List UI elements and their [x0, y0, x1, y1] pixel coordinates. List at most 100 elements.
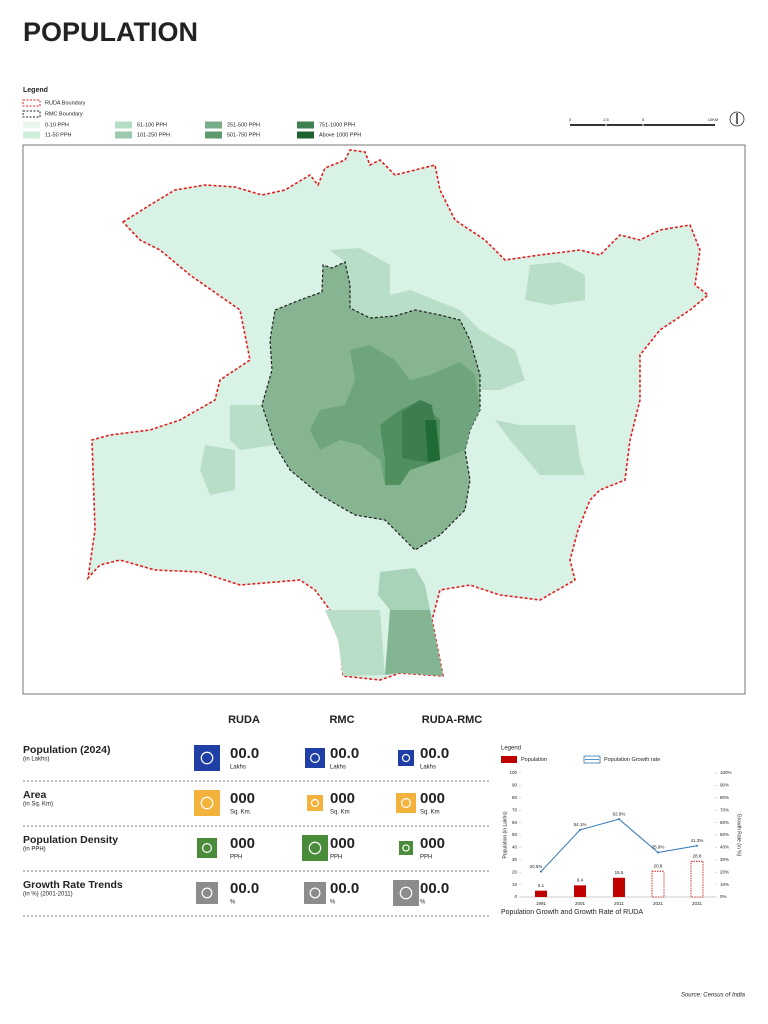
- source-note: Source: Census of India: [681, 993, 746, 999]
- y2-tick-label: 70%: [720, 807, 729, 812]
- stat-icon: [393, 880, 419, 906]
- stat-value: 00.0: [330, 880, 359, 897]
- stat-value: 000: [420, 835, 445, 852]
- stat-icon-glyph: [310, 752, 321, 763]
- stat-unit: Lakhs: [420, 765, 436, 771]
- column-header: RMC: [329, 714, 354, 726]
- stat-icon: [196, 882, 218, 904]
- growth-point: [618, 818, 620, 821]
- y-tick-label: 90: [512, 783, 518, 788]
- growth-point: [696, 844, 698, 847]
- legend-class-swatch: [297, 131, 314, 139]
- y-tick-label: 30: [512, 857, 518, 862]
- zone-51-100: [495, 420, 585, 475]
- y-tick-label: 20: [512, 869, 518, 874]
- y2-tick-label: 50%: [720, 832, 729, 837]
- scale-label: 10KM: [708, 117, 718, 122]
- bar-label: 28.8: [693, 853, 702, 858]
- bar: [535, 890, 547, 897]
- legend-label: RUDA Boundary: [45, 100, 86, 106]
- column-header: RUDA: [228, 714, 260, 726]
- row-label: Population (2024): [23, 744, 111, 756]
- legend-boundary-swatch: [22, 99, 41, 107]
- zone-51-100: [378, 568, 430, 610]
- legend-class-swatch: [297, 121, 314, 129]
- legend-class-swatch: [115, 121, 132, 129]
- bar-label: 5.1: [538, 883, 545, 888]
- growth-label: 20.5%: [530, 864, 543, 869]
- stat-icon: [197, 838, 217, 858]
- stat-icon-glyph: [308, 841, 322, 855]
- bar-label: 9.4: [577, 878, 584, 883]
- page-title: POPULATION: [23, 17, 198, 47]
- y2-tick-label: 30%: [720, 857, 729, 862]
- stat-icon: [194, 745, 220, 771]
- scale-bar: [570, 111, 745, 127]
- legend-label: Population Growth rate: [604, 757, 660, 763]
- row-sublabel: (in %) (2001-2011): [23, 892, 73, 898]
- legend-label: RMC Boundary: [45, 111, 83, 117]
- stat-icon-glyph: [202, 842, 213, 853]
- stat-icon-glyph: [201, 887, 213, 899]
- stat-icon-glyph: [401, 797, 412, 808]
- stat-unit: Lakhs: [230, 765, 246, 771]
- y2-tick-label: 80%: [720, 795, 729, 800]
- stat-value: 000: [330, 835, 355, 852]
- scale-labels: 0 2.5 5 10KM: [569, 117, 718, 122]
- bar-label: 15.5: [615, 870, 624, 875]
- stat-value: 00.0: [420, 880, 449, 897]
- x-tick-label: 2011: [614, 901, 624, 906]
- stat-icon: [307, 795, 323, 811]
- legend-label: Population: [521, 757, 547, 763]
- stat-icon: [304, 882, 326, 904]
- y2-axis-label: Growth Rate (in %): [736, 814, 742, 857]
- zone-51-100: [200, 445, 235, 495]
- legend-label: 251-500 PPH: [227, 122, 260, 128]
- row-sublabel: (in PPH): [23, 847, 46, 853]
- zone-51-100: [525, 262, 585, 305]
- row-sublabel: (in Sq. Km): [23, 802, 53, 808]
- stat-unit: Lakhs: [330, 765, 346, 771]
- stat-value: 000: [330, 790, 355, 807]
- chart-legend-title: Legend: [501, 746, 521, 752]
- y2-tick-label: 0%: [720, 894, 727, 899]
- stat-value: 00.0: [420, 745, 449, 762]
- stat-icon-glyph: [200, 796, 214, 810]
- stat-unit: Sq. Km: [420, 810, 440, 816]
- y-tick-label: 60: [512, 820, 518, 825]
- stat-icon-glyph: [309, 887, 321, 899]
- stat-icon-glyph: [200, 751, 214, 765]
- legend-title: Legend: [23, 87, 48, 94]
- stat-unit: PPH: [330, 855, 342, 861]
- stat-icon-glyph: [401, 753, 411, 763]
- growth-label: 54.1%: [574, 822, 587, 827]
- y2-tick-label: 100%: [720, 770, 732, 775]
- legend-label: 51-100 PPH: [137, 122, 167, 128]
- row-sublabel: (in Lakhs): [23, 757, 49, 763]
- stat-unit: %: [420, 900, 426, 906]
- stat-value: 00.0: [330, 745, 359, 762]
- x-tick-label: 2021: [653, 901, 664, 906]
- stat-value: 000: [420, 790, 445, 807]
- bar: [651, 870, 665, 898]
- stat-icon: [305, 748, 325, 768]
- y2-tick-label: 90%: [720, 783, 729, 788]
- stat-unit: PPH: [230, 855, 242, 861]
- zone-51-100: [325, 610, 385, 676]
- y2-tick-label: 10%: [720, 882, 729, 887]
- stat-icon: [396, 793, 416, 813]
- stat-value: 000: [230, 835, 255, 852]
- legend-label: 101-250 PPH: [137, 132, 170, 138]
- y2-tick-label: 20%: [720, 869, 729, 874]
- zone-251-500: [385, 610, 443, 676]
- column-header: RUDA-RMC: [422, 714, 483, 726]
- legend-class-swatch: [115, 131, 132, 139]
- map-legend: RUDA Boundary RMC Boundary 0-10 PPH 11-50 P…: [22, 99, 361, 139]
- y-tick-label: 40: [512, 845, 518, 850]
- stat-icon: [399, 841, 413, 855]
- row-label: Growth Rate Trends: [23, 879, 123, 891]
- legend-label: 501-750 PPH: [227, 132, 260, 138]
- stat-value: 000: [230, 790, 255, 807]
- stat-icon: [194, 790, 220, 816]
